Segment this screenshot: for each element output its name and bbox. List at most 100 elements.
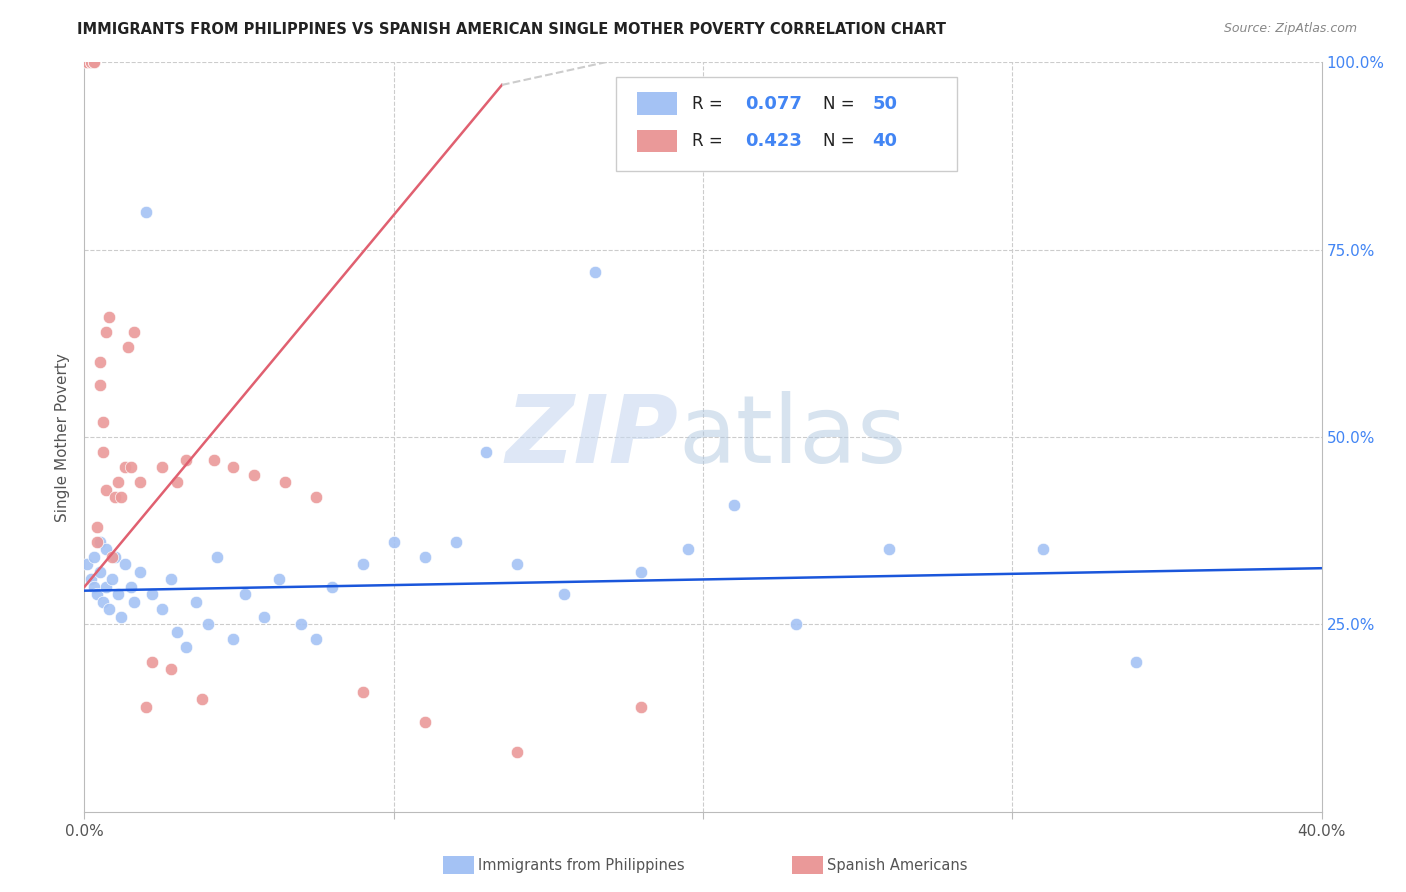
Point [166,624,188,639]
Point [110,490,132,504]
Point [191,692,214,706]
Y-axis label: Single Mother Poverty: Single Mother Poverty [55,352,70,522]
Point [89,377,111,392]
Point [723,498,745,512]
Point [122,595,145,609]
Point [76,55,98,70]
Point [83,549,105,564]
Point [120,460,142,475]
Text: 0.077: 0.077 [745,95,801,112]
Text: ZIP: ZIP [505,391,678,483]
Point [107,475,129,489]
Point [83,580,105,594]
Point [321,580,343,594]
Point [83,55,105,70]
Point [91,595,114,609]
Point [222,460,245,475]
Point [94,580,117,594]
Point [101,549,124,564]
Point [444,535,467,549]
Point [101,573,124,587]
Point [630,565,652,579]
Point [104,490,127,504]
Point [110,610,132,624]
Point [135,205,157,219]
Bar [637,93,678,115]
Point [1125,655,1147,669]
Point [1032,542,1054,557]
Point [160,662,183,676]
Text: R =: R = [692,95,728,112]
Text: 50: 50 [873,95,897,112]
Point [129,475,152,489]
Point [122,325,145,339]
Point [107,587,129,601]
Point [413,549,436,564]
Point [583,265,606,279]
Point [274,475,297,489]
Point [305,632,328,647]
Point [233,587,256,601]
Point [506,745,529,759]
Point [553,587,575,601]
Point [104,549,127,564]
Point [197,617,219,632]
Point [120,580,142,594]
Point [117,340,139,354]
Point [150,460,173,475]
Point [94,325,117,339]
Point [202,452,225,467]
Point [352,685,374,699]
Point [160,573,183,587]
Point [785,617,807,632]
FancyBboxPatch shape [616,78,956,171]
Point [184,595,207,609]
Text: 40: 40 [873,132,897,150]
Point [150,602,173,616]
Point [141,655,163,669]
Point [89,565,111,579]
Point [79,573,101,587]
Point [207,549,229,564]
Point [79,55,101,70]
Point [176,640,198,654]
Point [91,445,114,459]
Point [89,535,111,549]
Point [86,535,108,549]
Point [676,542,699,557]
Text: Spanish Americans: Spanish Americans [827,858,967,872]
Text: 0.423: 0.423 [745,132,801,150]
Point [89,355,111,369]
Point [475,445,498,459]
Point [290,617,312,632]
Point [269,573,291,587]
Point [630,699,652,714]
Point [129,565,152,579]
Point [79,55,101,70]
Point [83,55,105,70]
Point [253,610,276,624]
Text: atlas: atlas [678,391,907,483]
Point [98,602,121,616]
Point [94,483,117,497]
Point [86,587,108,601]
Point [114,558,136,572]
Text: R =: R = [692,132,728,150]
Point [114,460,136,475]
Point [141,587,163,601]
Point [243,467,266,482]
Point [94,542,117,557]
Point [382,535,405,549]
Point [305,490,328,504]
Text: Immigrants from Philippines: Immigrants from Philippines [478,858,685,872]
Text: N =: N = [823,95,860,112]
Point [222,632,245,647]
Bar [637,130,678,153]
Point [98,310,121,325]
Point [352,558,374,572]
Point [166,475,188,489]
Point [76,55,98,70]
Point [877,542,900,557]
Point [506,558,529,572]
Text: Source: ZipAtlas.com: Source: ZipAtlas.com [1223,22,1357,36]
